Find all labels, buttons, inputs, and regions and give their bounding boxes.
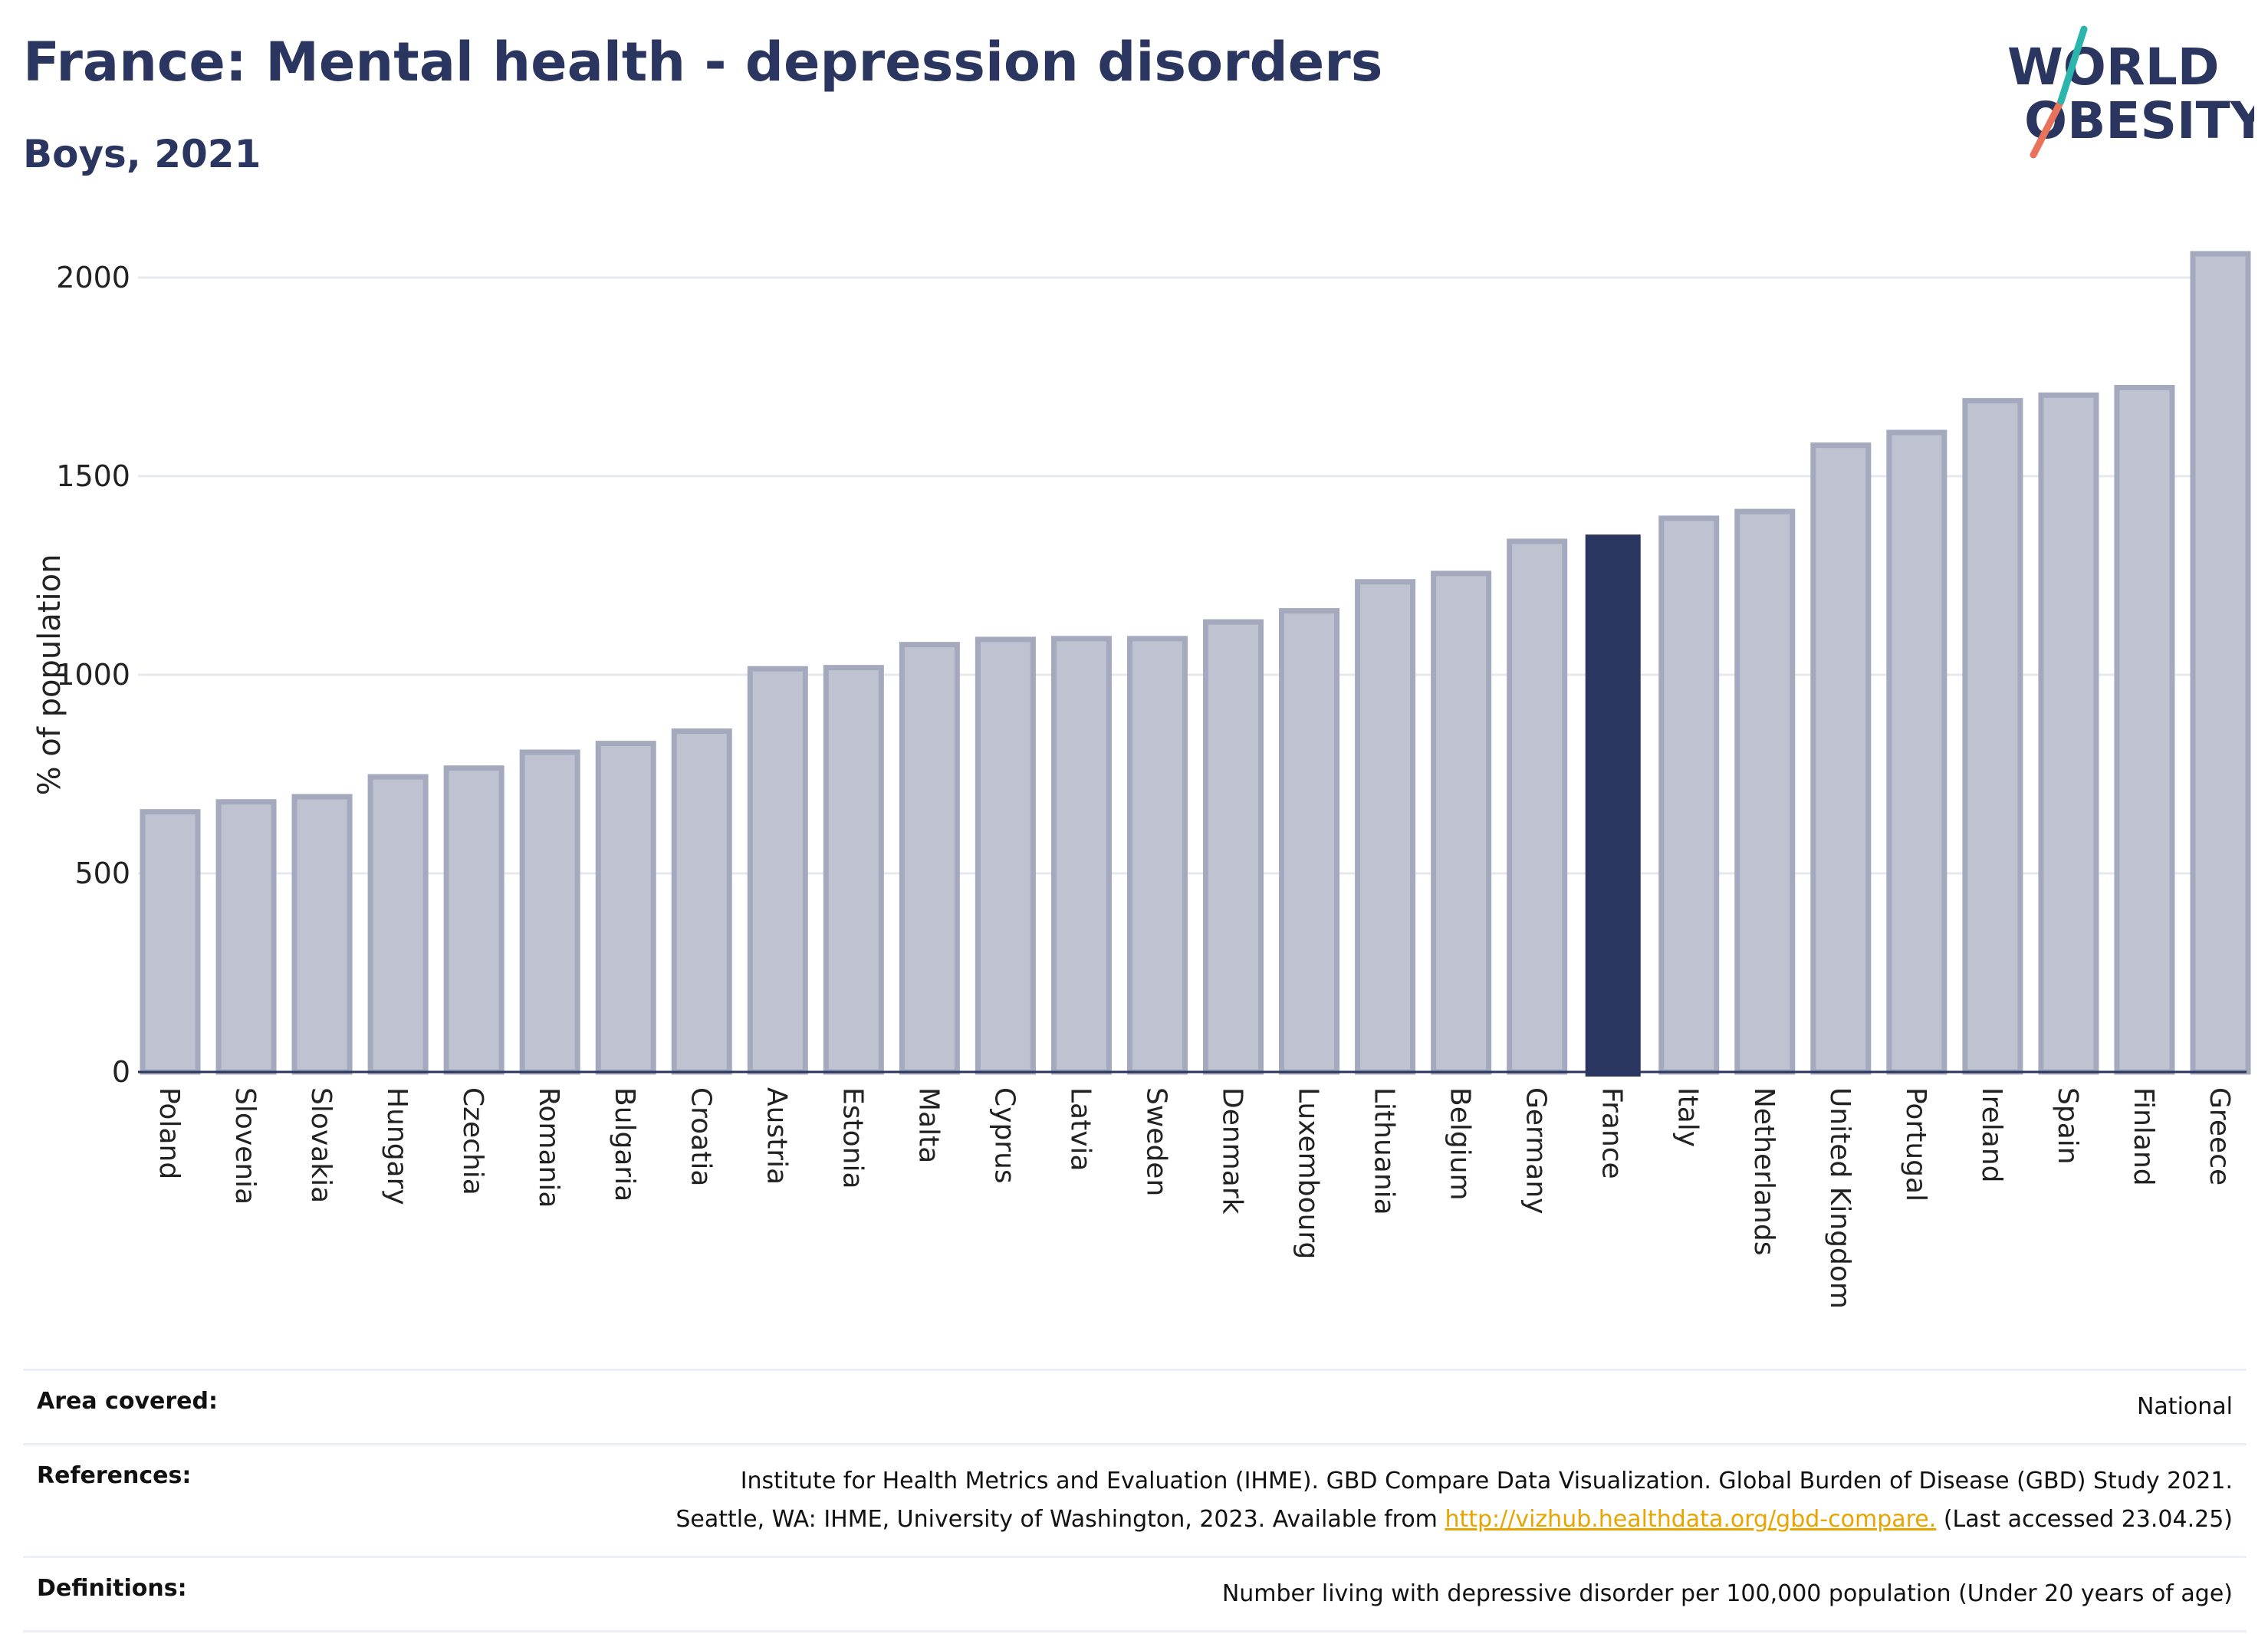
bar-luxembourg xyxy=(1279,608,1340,1075)
bar-chart: 0 500 1000 1500 2000 Poland Slovenia Slovakia H… xyxy=(32,251,2251,1309)
bar-estonia xyxy=(823,665,884,1075)
x-tick-label: Hungary xyxy=(381,1087,413,1205)
bar-ireland xyxy=(1962,398,2023,1075)
bar-united-kingdom xyxy=(1810,442,1872,1075)
bar-france xyxy=(1585,534,1641,1077)
x-tick-label: Germany xyxy=(1520,1087,1552,1214)
definitions-row: Definitions: Number living with depressi… xyxy=(23,1556,2247,1632)
bar-czechia xyxy=(443,765,505,1075)
bar-bulgaria xyxy=(595,741,656,1075)
chart-subtitle: Boys, 2021 xyxy=(23,132,261,176)
bar-poland xyxy=(140,809,201,1075)
references-value: Institute for Health Metrics and Evaluat… xyxy=(675,1462,2233,1539)
x-tick-label: Spain xyxy=(2052,1087,2083,1165)
bar-hungary xyxy=(367,774,429,1075)
x-tick-label: Italy xyxy=(1672,1087,1704,1147)
x-tick-label: Ireland xyxy=(1976,1087,2007,1183)
area-covered-row: Area covered: National xyxy=(23,1369,2247,1443)
bar-croatia xyxy=(671,728,732,1075)
x-tick-label: France xyxy=(1596,1087,1628,1179)
references-line1: Institute for Health Metrics and Evaluat… xyxy=(740,1468,2233,1494)
bar-slovenia xyxy=(215,799,277,1075)
bar-greece xyxy=(2190,251,2251,1075)
bar-sweden xyxy=(1126,636,1188,1075)
bar-italy xyxy=(1658,515,1720,1075)
bar-lithuania xyxy=(1355,579,1416,1075)
x-tick-label: Luxembourg xyxy=(1293,1087,1324,1259)
x-tick-label: Estonia xyxy=(837,1087,868,1189)
y-tick-label: 1000 xyxy=(56,658,130,692)
references-line2-post: (Last accessed 23.04.25) xyxy=(1936,1506,2233,1533)
bar-finland xyxy=(2114,384,2175,1075)
area-covered-value: National xyxy=(2136,1393,2233,1420)
area-covered-label: Area covered: xyxy=(37,1388,218,1415)
bar-netherlands xyxy=(1734,508,1796,1075)
world-obesity-logo: WORLD OBESITY xyxy=(2007,25,2254,159)
y-tick-label: 0 xyxy=(112,1055,130,1089)
y-axis-title: % of population xyxy=(32,554,67,796)
x-tick-label: Slovenia xyxy=(229,1087,261,1205)
x-tick-label: Sweden xyxy=(1140,1087,1172,1196)
bar-portugal xyxy=(1886,429,1948,1075)
y-tick-label: 2000 xyxy=(56,261,130,294)
x-tick-label: Croatia xyxy=(685,1087,716,1186)
x-tick-label: Malta xyxy=(912,1087,944,1163)
x-tick-label: Austria xyxy=(761,1087,792,1185)
y-tick-label: 1500 xyxy=(56,459,130,493)
definitions-label: Definitions: xyxy=(37,1575,187,1602)
chart-title: France: Mental health - depression disor… xyxy=(23,31,1383,94)
x-tick-label: Portugal xyxy=(1900,1087,1931,1202)
bar-cyprus xyxy=(975,636,1036,1075)
y-axis-ticks: 0 500 1000 1500 2000 xyxy=(56,261,130,1089)
bar-austria xyxy=(747,666,808,1075)
bar-slovakia xyxy=(291,794,353,1075)
x-tick-label: Slovakia xyxy=(305,1087,337,1203)
x-tick-label: Romania xyxy=(533,1087,564,1208)
x-tick-label: Greece xyxy=(2204,1087,2235,1185)
references-link[interactable]: http://vizhub.healthdata.org/gbd-compare… xyxy=(1445,1506,1937,1533)
x-tick-label: Finland xyxy=(2128,1087,2159,1186)
references-row: References: Institute for Health Metrics… xyxy=(23,1443,2247,1556)
x-tick-label: Bulgaria xyxy=(609,1087,640,1202)
bar-denmark xyxy=(1203,619,1264,1075)
references-label: References: xyxy=(37,1462,192,1489)
x-tick-label: Cyprus xyxy=(988,1087,1020,1184)
bar-spain xyxy=(2038,392,2099,1075)
x-tick-label: Lithuania xyxy=(1369,1087,1400,1215)
x-tick-label: Poland xyxy=(153,1087,185,1179)
x-tick-label: Latvia xyxy=(1064,1087,1096,1172)
bars xyxy=(140,251,2251,1077)
x-tick-label: Czechia xyxy=(457,1087,488,1195)
x-tick-label: Denmark xyxy=(1217,1087,1248,1215)
x-axis-labels: Poland Slovenia Slovakia Hungary Czechia Roma… xyxy=(153,1087,2235,1309)
chart-footer: Area covered: National References: Insti… xyxy=(23,1369,2247,1632)
y-tick-label: 500 xyxy=(74,856,130,890)
x-tick-label: United Kingdom xyxy=(1824,1087,1855,1309)
bar-romania xyxy=(519,749,580,1075)
bar-belgium xyxy=(1431,570,1492,1075)
bar-latvia xyxy=(1050,636,1112,1075)
logo-line1: WORLD xyxy=(2007,38,2220,97)
x-tick-label: Netherlands xyxy=(1748,1087,1780,1255)
references-line2-pre: Seattle, WA: IHME, University of Washing… xyxy=(675,1506,1445,1533)
bar-germany xyxy=(1507,538,1568,1075)
bar-malta xyxy=(899,642,960,1075)
definitions-value: Number living with depressive disorder p… xyxy=(1221,1580,2233,1607)
x-tick-label: Belgium xyxy=(1445,1087,1476,1201)
